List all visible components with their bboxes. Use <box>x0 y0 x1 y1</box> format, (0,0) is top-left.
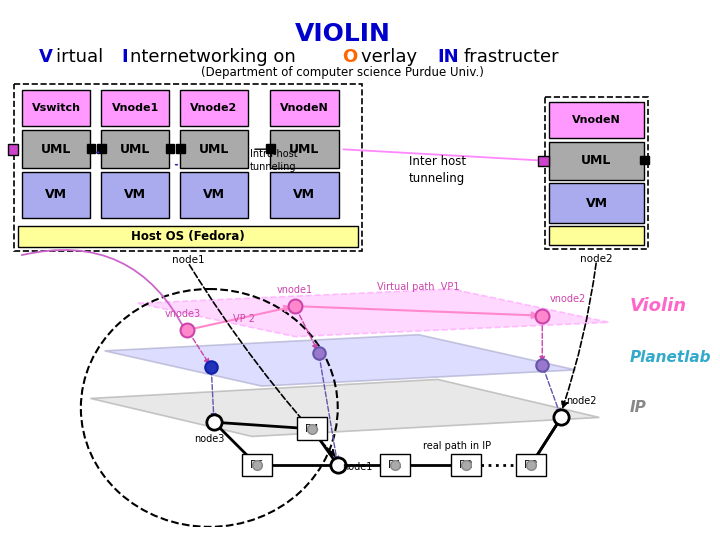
Polygon shape <box>91 380 599 436</box>
Bar <box>8 144 18 155</box>
Text: real path in IP: real path in IP <box>423 441 491 451</box>
Bar <box>101 90 169 126</box>
Text: Intra-host
tunneling: Intra-host tunneling <box>251 150 298 172</box>
Text: UML: UML <box>199 143 229 156</box>
Bar <box>270 90 338 126</box>
Bar <box>270 130 338 168</box>
Text: node2: node2 <box>566 396 597 406</box>
Text: VIOLIN: VIOLIN <box>294 22 390 46</box>
Text: R3: R3 <box>523 460 539 470</box>
Bar <box>176 144 184 153</box>
Bar <box>266 144 275 153</box>
Bar <box>18 226 358 247</box>
Text: VM: VM <box>294 188 315 201</box>
Text: VnodeN: VnodeN <box>280 103 329 113</box>
Bar <box>242 454 272 476</box>
Bar <box>379 454 410 476</box>
Bar <box>22 130 91 168</box>
Bar <box>270 172 338 218</box>
Bar <box>14 84 361 251</box>
Polygon shape <box>138 289 609 336</box>
Bar <box>180 172 248 218</box>
Text: I: I <box>122 48 128 66</box>
Text: verlay: verlay <box>361 48 423 66</box>
Text: nternetworking on: nternetworking on <box>130 48 301 66</box>
Text: Violin: Violin <box>630 297 687 315</box>
Text: O: O <box>342 48 357 66</box>
Bar <box>549 102 644 138</box>
Bar <box>549 184 644 224</box>
Bar <box>22 90 91 126</box>
Bar <box>451 454 482 476</box>
Text: node1: node1 <box>171 255 204 266</box>
Text: vnode3: vnode3 <box>165 308 201 319</box>
Bar <box>101 130 169 168</box>
Bar <box>180 130 248 168</box>
Bar <box>97 144 106 153</box>
Text: Planetlab: Planetlab <box>630 350 711 365</box>
Text: Vnode1: Vnode1 <box>112 103 158 113</box>
Text: UML: UML <box>289 143 320 156</box>
Text: node1: node1 <box>343 462 373 472</box>
Bar <box>22 172 91 218</box>
Bar <box>549 226 644 245</box>
Text: vnode2: vnode2 <box>550 294 586 304</box>
Text: VnodeN: VnodeN <box>572 114 621 125</box>
Text: VP 2: VP 2 <box>233 314 255 325</box>
Text: irtual: irtual <box>56 48 109 66</box>
Text: VM: VM <box>203 188 225 201</box>
Text: V: V <box>39 48 53 66</box>
Text: Vnode2: Vnode2 <box>190 103 238 113</box>
Text: Virtual path  VP1: Virtual path VP1 <box>377 282 460 292</box>
Bar <box>297 417 328 440</box>
Bar <box>545 97 648 249</box>
Bar <box>516 454 546 476</box>
Text: Inter host
tunneling: Inter host tunneling <box>409 155 466 185</box>
Text: UML: UML <box>581 154 612 167</box>
Bar <box>86 144 95 153</box>
Bar <box>539 156 549 166</box>
Text: IP: IP <box>630 401 647 415</box>
Text: VM: VM <box>585 197 608 210</box>
Text: UML: UML <box>120 143 150 156</box>
Polygon shape <box>104 335 575 386</box>
Text: R4: R4 <box>305 424 320 434</box>
Text: R2: R2 <box>459 460 474 470</box>
Text: IN: IN <box>437 48 459 66</box>
Bar <box>101 172 169 218</box>
Bar <box>166 144 174 153</box>
Text: UML: UML <box>41 143 71 156</box>
Text: Vswitch: Vswitch <box>32 103 81 113</box>
Text: frastructer: frastructer <box>464 48 559 66</box>
Text: R1: R1 <box>387 460 402 470</box>
Bar <box>640 156 649 164</box>
Text: node2: node2 <box>580 254 613 264</box>
Bar <box>180 90 248 126</box>
Text: Host OS (Fedora): Host OS (Fedora) <box>131 230 245 243</box>
Text: (Department of computer science Purdue Univ.): (Department of computer science Purdue U… <box>201 66 484 79</box>
Text: vnode1: vnode1 <box>277 285 313 295</box>
Bar <box>549 141 644 180</box>
Text: VM: VM <box>45 188 67 201</box>
Text: node3: node3 <box>194 434 225 444</box>
Text: VM: VM <box>124 188 146 201</box>
Text: R5: R5 <box>250 460 264 470</box>
